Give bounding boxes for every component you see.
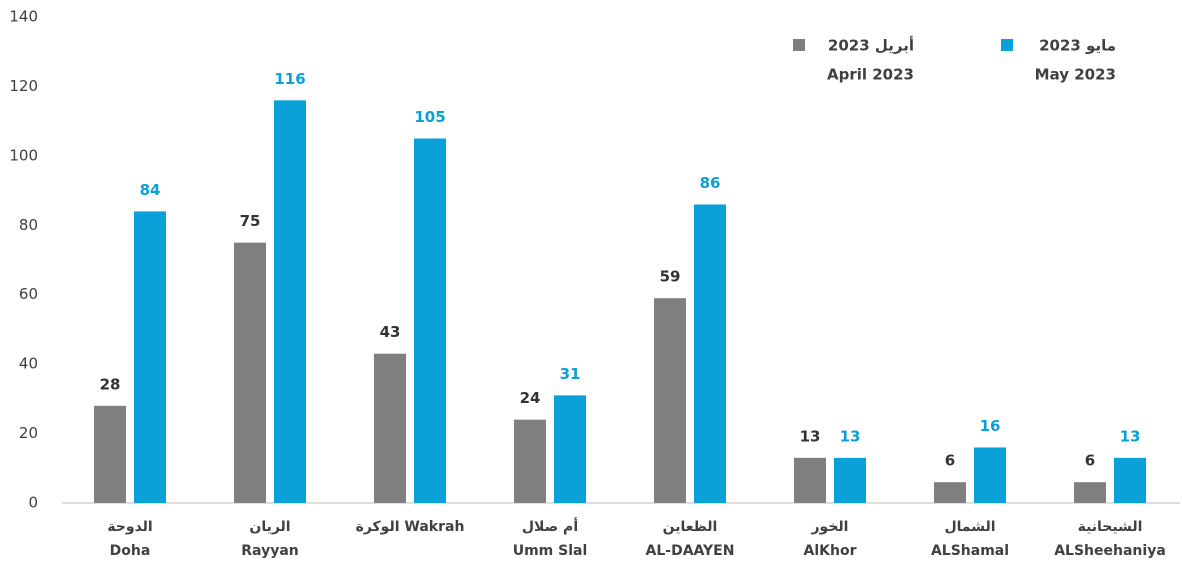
y-tick-label: 100: [9, 146, 38, 164]
legend-swatch: [1001, 39, 1013, 51]
x-tick-label: الخور: [811, 519, 849, 535]
x-tick-label: الدوحة: [107, 519, 152, 535]
y-tick-label: 40: [19, 355, 38, 373]
x-tick-label: الظعاين: [663, 519, 718, 535]
bar: [694, 204, 726, 503]
legend-label: April 2023: [827, 66, 914, 84]
bar: [974, 447, 1006, 503]
value-label: 116: [274, 70, 305, 88]
value-label: 16: [980, 417, 1001, 435]
bar: [94, 405, 126, 503]
y-tick-label: 140: [9, 8, 38, 26]
y-tick-label: 20: [19, 424, 38, 442]
x-tick-label: Doha: [110, 543, 151, 559]
value-label: 28: [100, 375, 121, 393]
bar: [414, 138, 446, 503]
x-tick-label: Rayyan: [241, 543, 298, 559]
x-tick-label: Umm Slal: [513, 543, 588, 559]
y-tick-label: 0: [28, 494, 38, 512]
y-tick-label: 80: [19, 216, 38, 234]
value-label: 59: [660, 268, 681, 286]
legend-label: مايو 2023: [1039, 37, 1116, 55]
value-label: 86: [700, 174, 721, 192]
value-label: 105: [414, 108, 445, 126]
x-tick-label: الوكرة Wakrah: [356, 519, 465, 535]
bar: [514, 419, 546, 503]
legend-label: أبريل 2023: [828, 36, 914, 55]
value-label: 13: [1120, 427, 1141, 445]
bar: [274, 100, 306, 504]
x-tick-label: أم صلال: [522, 517, 578, 535]
legend-swatch: [793, 39, 805, 51]
y-tick-label: 60: [19, 285, 38, 303]
bar: [654, 298, 686, 503]
x-tick-label: الريان: [249, 519, 290, 535]
x-tick-label: AlKhor: [804, 543, 857, 559]
x-tick-label: ALShamal: [931, 543, 1009, 559]
value-label: 13: [840, 427, 861, 445]
x-tick-label: ALSheehaniya: [1054, 543, 1166, 559]
value-label: 43: [380, 323, 401, 341]
value-label: 6: [1085, 452, 1095, 470]
value-label: 24: [520, 389, 541, 407]
bar: [794, 457, 826, 503]
value-label: 13: [800, 427, 821, 445]
value-label: 75: [240, 212, 261, 230]
x-tick-label: الشمال: [944, 519, 995, 535]
y-tick-label: 120: [9, 77, 38, 95]
x-tick-label: AL-DAAYEN: [646, 543, 735, 559]
bar: [834, 457, 866, 503]
bar: [554, 395, 586, 503]
bar: [234, 242, 266, 503]
value-label: 6: [945, 452, 955, 470]
bar: [1114, 457, 1146, 503]
bar: [134, 211, 166, 503]
bar: [1074, 482, 1106, 503]
bar: [934, 482, 966, 503]
value-label: 84: [140, 181, 161, 199]
x-tick-label: الشيحانية: [1078, 519, 1143, 535]
legend-label: May 2023: [1035, 66, 1116, 84]
bar: [374, 353, 406, 503]
value-label: 31: [560, 365, 581, 383]
